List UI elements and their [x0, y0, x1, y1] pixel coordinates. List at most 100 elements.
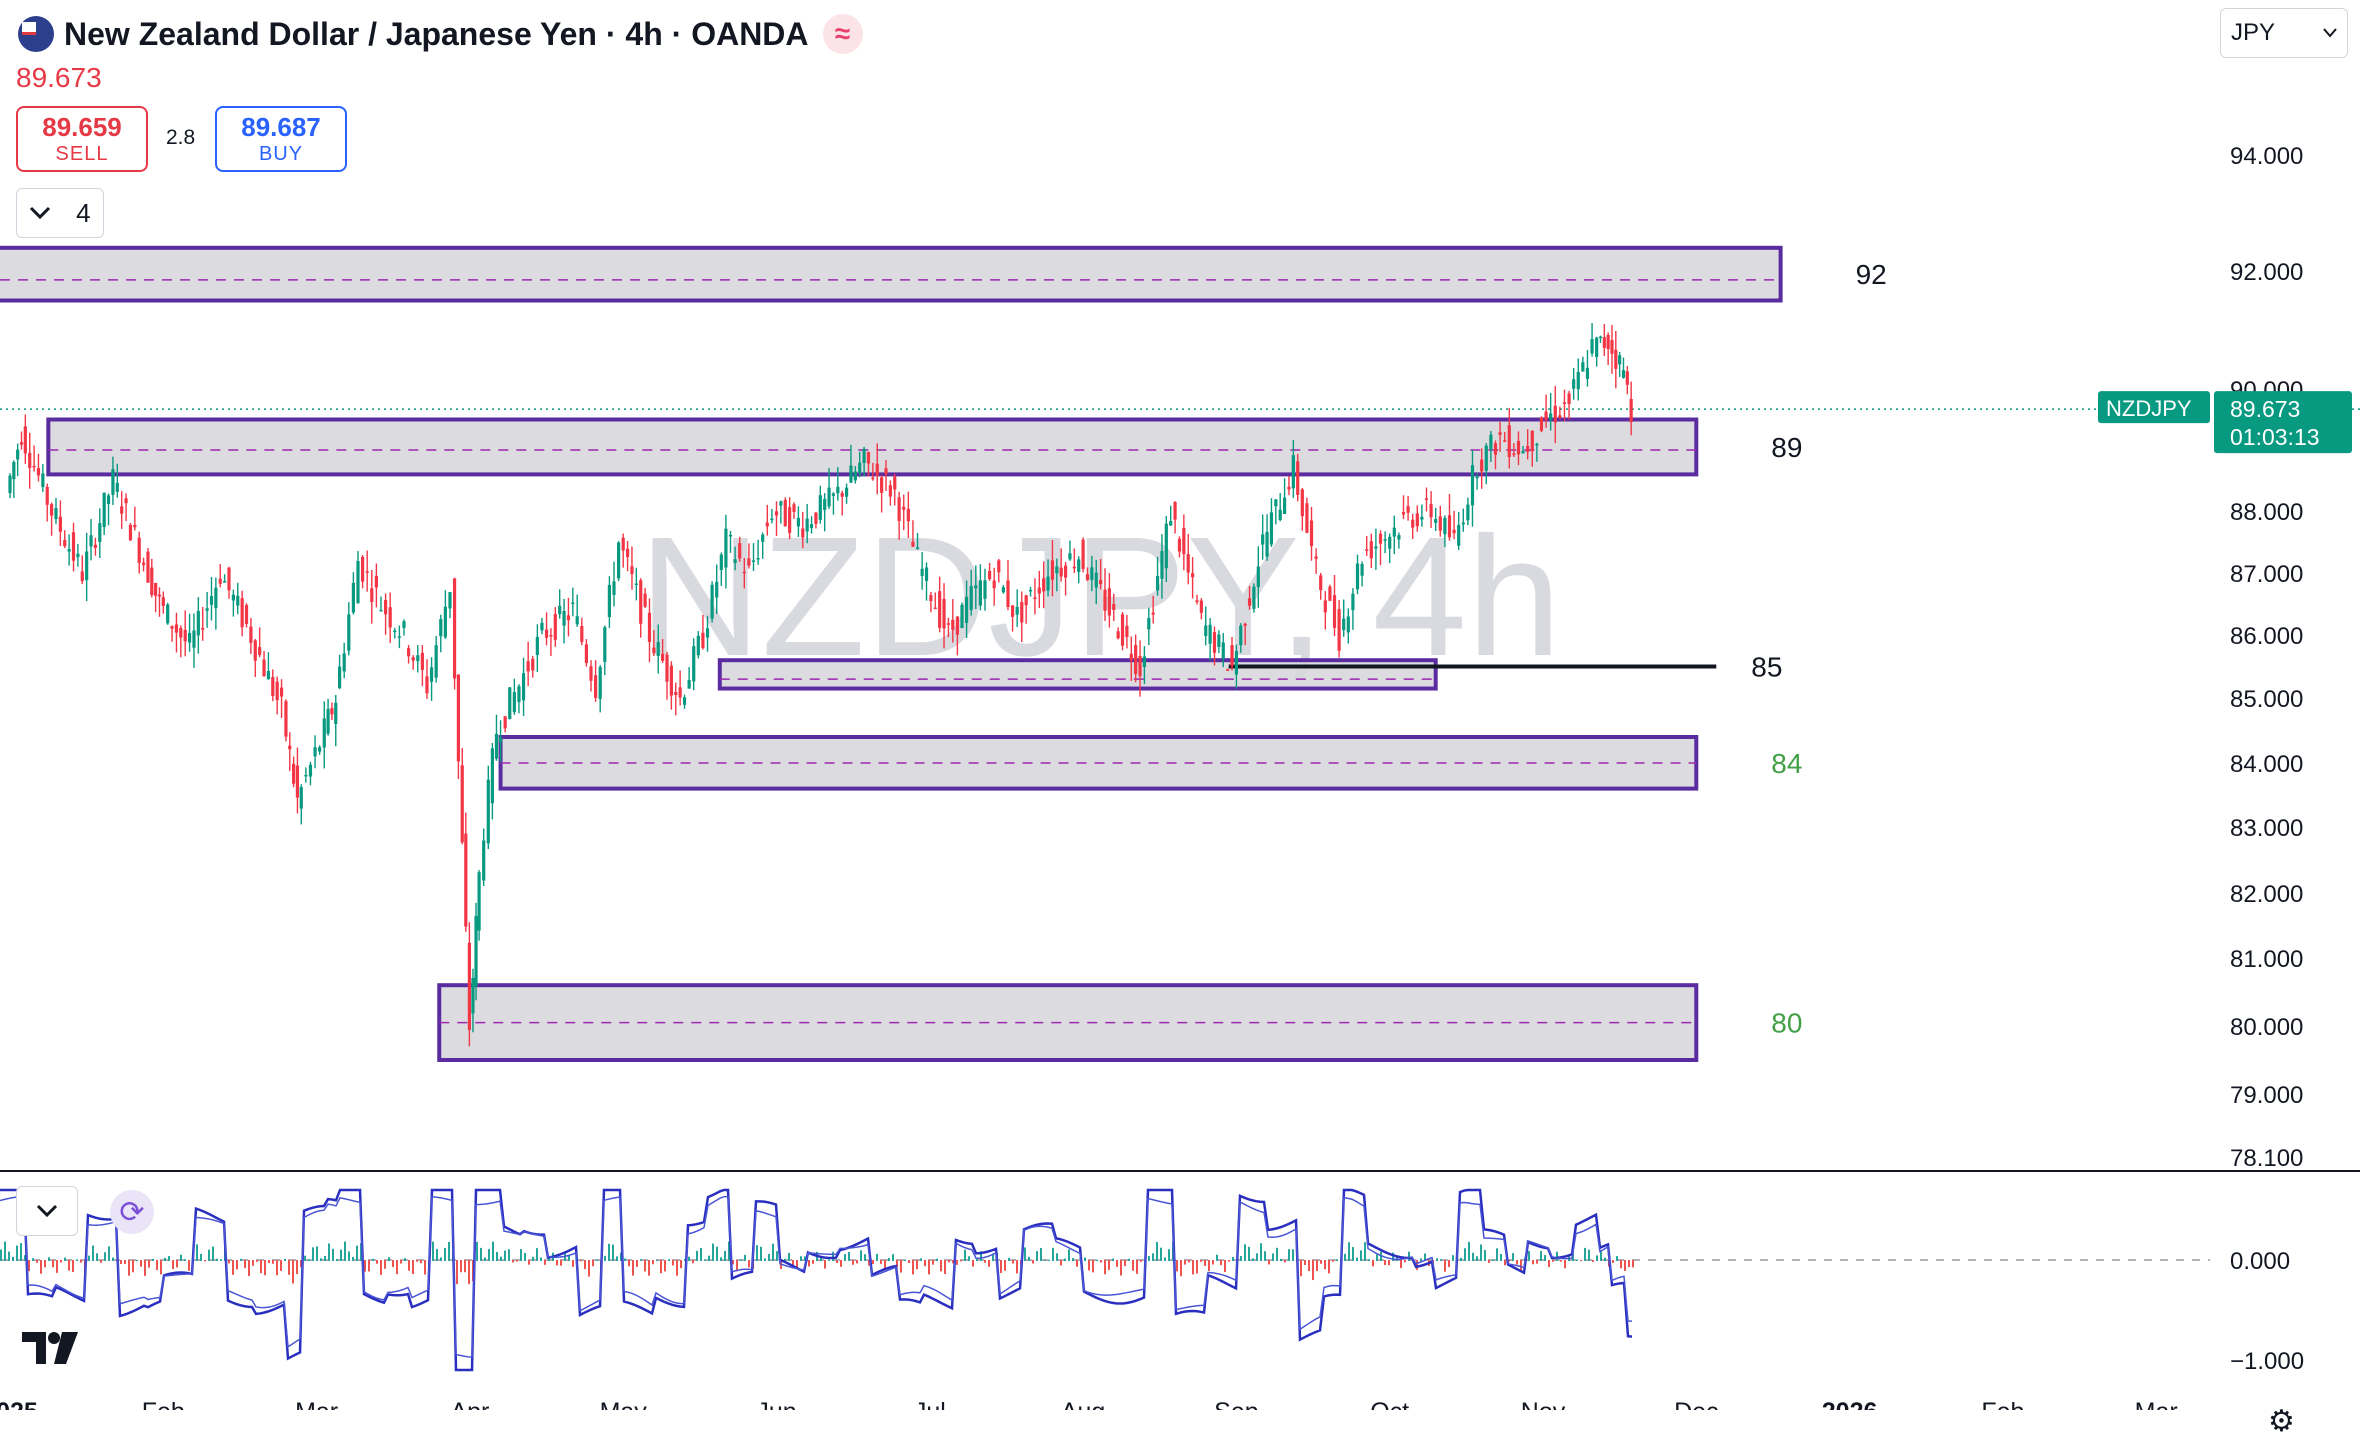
candle-body	[584, 644, 589, 664]
histogram-bar	[1220, 1260, 1222, 1266]
candle-body	[411, 657, 415, 661]
candle-body	[558, 605, 562, 615]
candle-body	[379, 609, 383, 612]
histogram-bar	[96, 1253, 98, 1261]
histogram-bar	[596, 1259, 598, 1261]
histogram-bar	[16, 1245, 18, 1261]
supply-demand-zone[interactable]	[0, 245, 1783, 303]
candle-body	[1342, 618, 1346, 631]
candle-body	[452, 578, 457, 679]
histogram-bar	[92, 1245, 94, 1261]
candle-body	[313, 747, 317, 757]
candle-body	[1134, 645, 1138, 675]
histogram-bar	[480, 1247, 482, 1261]
candle-body	[888, 485, 892, 497]
symbol-price-tag[interactable]	[2098, 391, 2210, 424]
histogram-bar	[1176, 1260, 1178, 1272]
candle-body	[486, 779, 490, 844]
symbol-price-tag-label: NZDJPY	[2106, 396, 2192, 421]
candle-body	[1493, 443, 1498, 455]
histogram-bar	[380, 1260, 382, 1275]
currency-select[interactable]: JPY	[2220, 8, 2348, 58]
last-price-tag[interactable]	[2214, 391, 2352, 454]
histogram-bar	[828, 1259, 830, 1261]
histogram-bar	[144, 1260, 146, 1276]
oscillator-collapse-button[interactable]	[16, 1186, 78, 1236]
time-axis-label: Oct	[1370, 1398, 1409, 1410]
candle-body	[133, 524, 137, 528]
histogram-bar	[936, 1258, 938, 1261]
histogram-bar	[812, 1260, 814, 1264]
candle-body	[871, 477, 875, 480]
sell-button[interactable]: 89.659 SELL	[16, 106, 148, 172]
histogram-bar	[756, 1245, 758, 1261]
histogram-bar	[884, 1260, 886, 1271]
supply-demand-zone[interactable]	[717, 658, 1438, 691]
histogram-bar	[520, 1249, 522, 1261]
histogram-bar	[820, 1257, 822, 1261]
oscillator-chart[interactable]: 0.000 −1.000 2025 Feb Mar Apr May Jun Jul Aug Sep O…	[0, 1172, 2360, 1410]
histogram-bar	[1092, 1260, 1094, 1273]
candle-body	[482, 840, 486, 881]
histogram-bar	[160, 1260, 162, 1275]
symbol-description[interactable]: New Zealand Dollar / Japanese Yen · 4h ·…	[64, 15, 809, 52]
price-chart[interactable]: NZDJPY, 4h928984808594.00092.00090.00088…	[0, 0, 2360, 1170]
pane-separator[interactable]	[0, 1170, 2360, 1172]
candle-body	[1217, 634, 1221, 647]
candle-body	[1186, 554, 1190, 573]
candle-body	[1155, 576, 1160, 591]
candle-body	[365, 571, 369, 573]
histogram-bar	[592, 1260, 594, 1267]
candle-body	[393, 630, 397, 632]
candle-body	[1305, 503, 1309, 533]
candle-body	[969, 586, 973, 610]
candle-body	[58, 516, 62, 532]
candle-body	[1300, 489, 1304, 517]
histogram-bar	[120, 1260, 122, 1265]
candle-body	[858, 462, 862, 474]
candle-body	[420, 652, 424, 670]
buy-button[interactable]: 89.687 BUY	[215, 106, 347, 172]
wave-icon[interactable]: ≈	[822, 14, 863, 54]
price-axis-tick: 83.000	[2230, 815, 2303, 842]
candle-body	[978, 580, 982, 606]
candle-body	[183, 629, 187, 642]
histogram-bar	[896, 1260, 898, 1267]
histogram-bar	[508, 1249, 510, 1261]
refresh-icon[interactable]: ⟳	[110, 1190, 154, 1234]
candle-body	[884, 468, 888, 475]
candle-body	[1621, 370, 1626, 378]
histogram-bar	[1292, 1249, 1294, 1261]
histogram-bar	[1560, 1260, 1562, 1262]
candle-body	[669, 665, 673, 696]
candle-body	[920, 568, 924, 576]
tradingview-logo-icon[interactable]	[22, 1328, 86, 1368]
histogram-bar	[424, 1260, 426, 1275]
candle-body	[1562, 402, 1567, 404]
indicators-toggle-button[interactable]: 4	[16, 188, 104, 238]
candle-body	[308, 764, 313, 777]
histogram-bar	[1052, 1247, 1054, 1261]
candle-body	[429, 667, 434, 682]
candle-body	[102, 492, 106, 528]
candle-body	[575, 616, 579, 625]
candle-body	[818, 495, 822, 520]
candle-body	[295, 765, 300, 798]
candle-body	[553, 613, 557, 640]
candle-body	[880, 477, 884, 493]
candle-body	[531, 658, 535, 671]
histogram-bar	[1268, 1260, 1270, 1265]
histogram-bar	[1156, 1242, 1158, 1261]
candle-body	[598, 667, 602, 699]
histogram-bar	[348, 1251, 350, 1261]
settings-icon[interactable]: ⚙	[2268, 1405, 2295, 1438]
histogram-bar	[940, 1260, 942, 1272]
histogram-bar	[1352, 1247, 1354, 1261]
candle-body	[1010, 605, 1015, 617]
candle-body	[526, 661, 530, 672]
histogram-bar	[1208, 1260, 1210, 1272]
histogram-bar	[772, 1243, 774, 1261]
histogram-bar	[768, 1253, 770, 1261]
candle-body	[788, 507, 792, 533]
histogram-bar	[1096, 1259, 1098, 1261]
